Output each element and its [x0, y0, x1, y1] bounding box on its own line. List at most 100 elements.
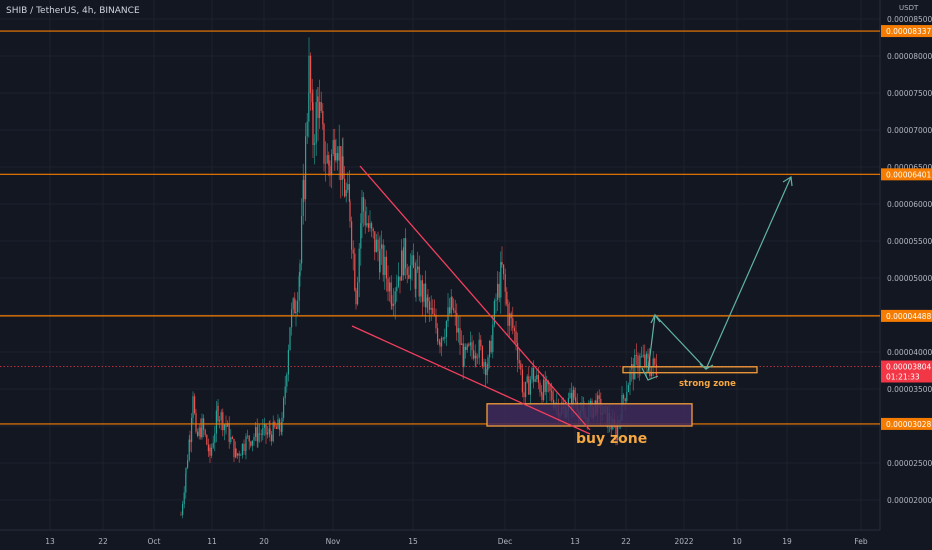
candle-body [389, 282, 391, 292]
candle-body [575, 397, 577, 402]
price-level-tag [881, 417, 932, 430]
candle-body [215, 410, 217, 434]
candle-body [238, 453, 240, 456]
candle-body [382, 244, 384, 275]
candle-body [180, 514, 182, 516]
price-level-tag-label: 0.00008337 [886, 27, 932, 36]
candle-body [335, 153, 337, 161]
candle-body [477, 357, 479, 359]
candle-body [191, 417, 193, 443]
time-tick-label: Oct [148, 537, 161, 546]
candle-body [253, 437, 255, 441]
candle-body [462, 343, 464, 367]
price-tick-label: 0.00007500 [887, 89, 932, 98]
candle-body [485, 362, 487, 376]
candle-body [375, 239, 377, 253]
candle-body [393, 303, 395, 306]
candle-body [546, 381, 548, 392]
time-tick-label: 22 [98, 537, 108, 546]
candle-body [198, 427, 200, 436]
candle-body [450, 297, 452, 314]
candle-body [297, 300, 299, 312]
candle-body [506, 291, 508, 304]
candle-body [466, 344, 468, 350]
last-price-label: 0.00003804 [886, 363, 932, 372]
time-tick-label: 11 [207, 537, 217, 546]
candle-body [415, 269, 417, 289]
candle-body [358, 248, 360, 283]
candle-body [444, 337, 446, 339]
candle-body [332, 140, 334, 155]
buy-zone-label: buy zone [576, 431, 647, 447]
candle-body [432, 308, 434, 314]
candle-body [610, 424, 612, 430]
time-tick-label: 19 [782, 537, 792, 546]
time-axis[interactable]: 13 22 Oct 11 20 Nov 15 Dec 13 22 2022 10 19 Feb [45, 537, 868, 546]
candle-body [572, 390, 574, 409]
candle-body [504, 274, 506, 292]
candle-body [526, 376, 528, 383]
candle-body [214, 433, 216, 443]
candle-body [223, 424, 225, 431]
candle-body [361, 197, 363, 224]
candle-body [305, 136, 307, 200]
candle-body [352, 249, 354, 254]
candle-body [655, 364, 657, 375]
candle-body [501, 262, 503, 265]
candle-body [539, 382, 541, 393]
candle-body [372, 228, 374, 232]
candle-body [231, 437, 233, 439]
candle-body [319, 102, 321, 119]
candle-body [206, 434, 208, 445]
candle-body [255, 427, 257, 438]
candle-body [617, 424, 619, 441]
candle-body [182, 503, 184, 515]
price-tick-label: 0.00005000 [887, 274, 932, 283]
candle-body [486, 368, 488, 376]
candle-body [301, 216, 303, 264]
candle-body [245, 436, 247, 451]
candle-body [639, 366, 641, 372]
drawings: buy zone strong zone [351, 165, 793, 447]
candle-body [189, 439, 191, 443]
price-level-tag-label: 0.00003028 [886, 420, 932, 429]
strong-zone-box [622, 366, 758, 374]
candle-body [598, 395, 600, 399]
candle-body [433, 313, 435, 315]
candle-body [627, 385, 629, 393]
candle-body [573, 390, 575, 398]
candle-body [379, 248, 381, 273]
time-tick-label: 13 [570, 537, 580, 546]
candle-body [493, 300, 495, 325]
candle-body [268, 428, 270, 433]
candle-body [220, 412, 222, 421]
candle-body [344, 178, 346, 197]
candles [180, 37, 657, 519]
price-level-tag [881, 25, 932, 38]
time-tick-label: 20 [259, 537, 269, 546]
candle-body [237, 453, 239, 456]
price-tick-label: 0.00008000 [887, 52, 932, 61]
candle-body [471, 342, 473, 351]
candle-body [518, 359, 520, 364]
currency-label: USDT [899, 4, 919, 12]
price-axis[interactable]: 0.00008500 0.00008000 0.00007500 0.00007000… [881, 15, 932, 505]
candle-body [263, 423, 265, 428]
candle-body [279, 419, 281, 430]
candle-body [197, 431, 199, 436]
candle-body [551, 390, 553, 393]
candle-body [240, 455, 242, 456]
candle-body [204, 429, 206, 435]
candle-body [425, 283, 427, 308]
candle-body [390, 282, 392, 304]
candle-body [369, 223, 371, 228]
price-tick-label: 0.00002500 [887, 459, 932, 468]
last-price-tag [881, 360, 932, 383]
candle-body [420, 280, 422, 297]
candle-body [421, 280, 423, 302]
candle-body [228, 422, 230, 443]
candle-body [481, 346, 483, 367]
candle-body [308, 55, 310, 93]
candle-body [355, 290, 357, 305]
